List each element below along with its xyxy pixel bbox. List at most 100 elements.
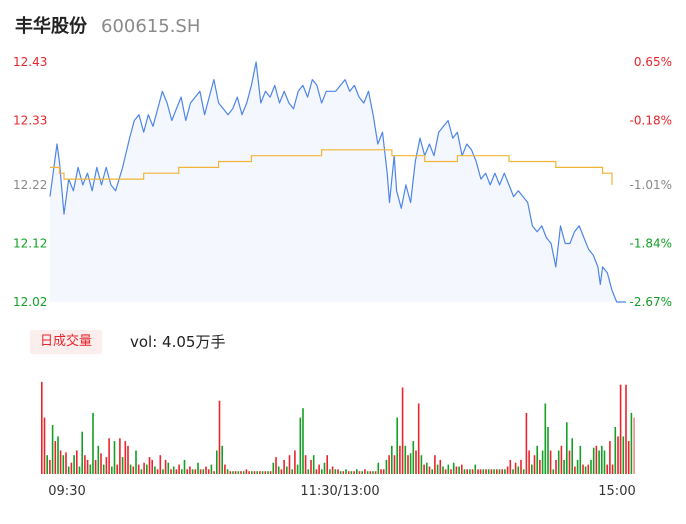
volume-bar [181,469,183,474]
volume-bar [549,450,552,474]
volume-bar [522,469,525,474]
volume-bar [92,412,94,474]
volume-bar [393,455,396,474]
volume-bar [315,469,318,474]
volume-bar [331,466,334,474]
volume-bar [606,464,608,474]
volume-bar [132,466,135,474]
volume-bar [509,459,512,474]
volume-bar [296,464,299,474]
volume-bar [536,445,538,474]
volume-bar [423,464,425,474]
volume-bar [590,459,592,474]
volume-bar [216,450,218,474]
volume-bar [466,469,468,474]
volume-bar [463,469,466,474]
volume-bar [318,464,320,474]
volume-bar [603,450,606,474]
volume-bar [512,469,514,474]
volume-bar [170,469,172,474]
volume-bar [485,469,487,474]
volume-bar [334,469,337,474]
volume-bar [504,469,506,474]
volume-bar [59,450,62,474]
volume-bar [226,469,229,474]
volume-bar [557,450,560,474]
volume-bar [194,469,197,474]
volume-bar [490,469,493,474]
volume-bar [261,471,264,474]
volume-bar [135,450,137,474]
volume-bar [240,471,242,474]
price-line [49,61,626,303]
volume-bar [111,466,113,474]
volume-bar [302,408,304,474]
volume-bar [337,469,339,474]
volume-bar [595,445,598,474]
volume-bar [576,459,579,474]
volume-bar [426,462,428,474]
volume-bar [81,431,83,474]
volume-bar [73,455,75,474]
volume-bar [520,459,522,474]
volume-bar [242,471,245,474]
volume-bar [108,438,110,474]
volume-bar [350,471,353,474]
volume-bar [517,466,520,474]
volume-bar [191,469,194,474]
volume-bar [189,466,191,474]
volume-bar [566,422,568,474]
volume-bar [57,436,59,474]
x-tick-label: 09:30 [48,484,85,499]
volume-bar [533,455,536,474]
volume-bar [229,471,232,474]
volume-bar [210,464,213,474]
volume-bar [234,471,237,474]
volume-tab[interactable]: 日成交量 [30,330,103,354]
volume-bar [199,469,202,474]
volume-bar [356,469,358,474]
volume-bar [442,466,444,474]
y-tick-price: 12.12 [13,236,47,250]
volume-bar [253,471,256,474]
volume-bar [630,412,633,474]
volume-bar [205,466,207,474]
volume-bar [571,438,573,474]
avg-price-line [50,149,613,185]
volume-bar [156,469,159,474]
volume-bar [164,459,167,474]
volume-bar [224,464,226,474]
volume-bar [218,400,221,474]
volume-readout: vol: 4.05万手 [130,333,226,351]
volume-bar [264,471,267,474]
y-tick-price: 12.02 [13,295,47,309]
volume-bar [221,445,223,474]
y-tick-percent: -2.67% [630,295,672,309]
volume-bar [129,464,132,474]
stock-name: 丰华股份 [15,16,87,37]
volume-bar [124,441,127,474]
volume-bar [113,441,116,474]
volume-bar [347,471,350,474]
volume-bar [385,459,388,474]
volume-bar [439,459,442,474]
volume-bar [563,459,565,474]
volume-bar [528,450,530,474]
volume-bar [186,469,188,474]
volume-bar [342,471,345,474]
volume-bar [412,441,415,474]
volume-bar [539,459,541,474]
volume-bar [625,384,627,474]
volume-bar [127,445,129,474]
volume-bar [121,457,124,474]
volume-bar [455,466,458,474]
volume-bar [304,455,307,474]
volume-bar [547,427,549,474]
volume-bar [119,438,121,474]
volume-bar [525,412,528,474]
volume-bar [399,445,401,474]
volume-bar [404,445,407,474]
volume-bar [431,469,433,474]
volume-bar [417,403,420,474]
